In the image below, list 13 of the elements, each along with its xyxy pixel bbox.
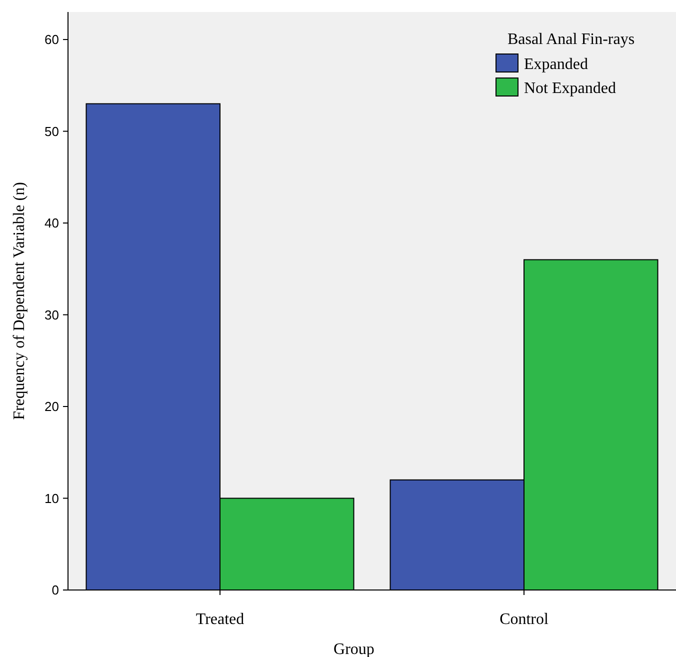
y-tick-label: 40: [44, 216, 59, 231]
y-axis-title: Frequency of Dependent Variable (n): [11, 182, 28, 420]
y-tick-label: 0: [52, 582, 59, 598]
y-tick-label: 30: [44, 307, 59, 322]
legend-title: Basal Anal Fin-rays: [507, 31, 635, 48]
x-tick-label: Control: [500, 611, 549, 628]
y-tick-label: 60: [44, 32, 59, 48]
y-tick-label: 50: [44, 124, 59, 139]
x-tick-label: Treated: [196, 611, 244, 628]
legend-label: Expanded: [524, 56, 588, 73]
y-tick-label: 20: [44, 399, 59, 414]
y-tick-label: 10: [44, 490, 59, 506]
legend-label: Not Expanded: [524, 80, 616, 97]
